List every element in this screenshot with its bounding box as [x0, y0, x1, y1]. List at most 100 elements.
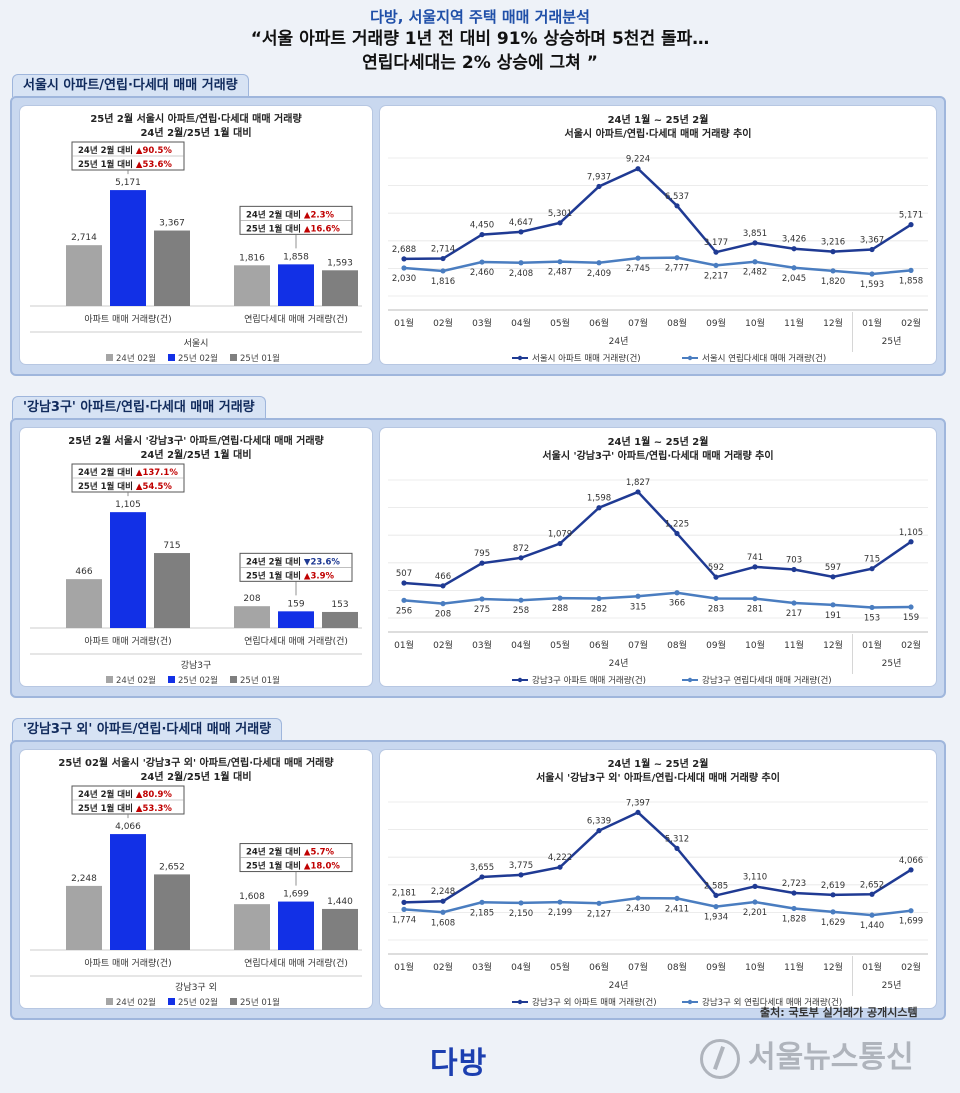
header: 다방, 서울지역 주택 매매 거래분석 “서울 아파트 거래량 1년 전 대비 … [0, 6, 960, 75]
data-label: 1,629 [821, 918, 845, 928]
data-label: 2,181 [392, 888, 416, 898]
data-point [869, 912, 875, 918]
bar-value-label: 1,699 [283, 890, 309, 900]
bar [278, 901, 314, 950]
year-label: 25년 [882, 336, 902, 347]
data-label: 1,774 [392, 915, 416, 925]
data-point [752, 899, 758, 905]
x-tick-label: 01월 [394, 317, 414, 329]
data-point [908, 267, 914, 273]
line-panel: 24년 1월 ~ 25년 2월 서울시 아파트/연립·다세대 매매 거래량 추이 0… [380, 106, 936, 364]
bar [234, 904, 270, 950]
data-label: 3,216 [821, 238, 845, 248]
data-point [830, 909, 836, 915]
data-label: 2,688 [392, 245, 416, 255]
callout-label: 25년 1월 대비 [246, 861, 304, 872]
x-tick-label: 02월 [433, 639, 453, 651]
data-point [752, 259, 758, 265]
data-point [518, 260, 524, 266]
bar-value-label: 159 [287, 599, 304, 609]
data-label: 1,858 [899, 276, 923, 286]
x-tick-label: 02월 [901, 639, 921, 651]
data-point [791, 890, 797, 896]
data-point [674, 255, 680, 261]
chart-title: 24년 1월 ~ 25년 2월 [608, 757, 709, 770]
legend-swatch [230, 676, 237, 683]
x-tick-label: 08월 [667, 317, 687, 329]
bar [110, 512, 146, 628]
category-label: 연립다세대 매매 거래량(건) [244, 957, 348, 969]
callout-value: ▲2.3% [304, 210, 335, 220]
bar [154, 230, 190, 306]
legend-swatch [168, 354, 175, 361]
section-box: 25년 2월 서울시 아파트/연립·다세대 매매 거래량 24년 2월/25년 1… [10, 96, 946, 376]
x-tick-label: 01월 [862, 961, 882, 973]
category-label: 아파트 매매 거래량(건) [84, 635, 171, 647]
callout-label: 25년 1월 대비 [246, 223, 304, 234]
bar [322, 908, 358, 950]
callout-line2: 25년 1월 대비 ▲53.3% [78, 803, 172, 814]
data-label: 1,598 [587, 494, 611, 504]
data-label: 283 [708, 604, 724, 614]
bar-value-label: 3,367 [159, 219, 185, 229]
bar-panel: 25년 02월 서울시 '강남3구 외' 아파트/연립·다세대 매매 거래량 24… [20, 750, 372, 1008]
bar-chart: 25년 02월 서울시 '강남3구 외' 아파트/연립·다세대 매매 거래량24… [30, 756, 362, 1008]
group-label: 서울시 [184, 338, 209, 349]
data-label: 2,723 [782, 879, 806, 889]
data-point [440, 583, 446, 589]
data-point [440, 909, 446, 915]
bar [278, 611, 314, 628]
chart-subtitle: 24년 2월/25년 1월 대비 [140, 448, 251, 461]
data-point [674, 530, 680, 537]
section-title: '강남3구 외' 아파트/연립·다세대 매매 거래량 [12, 718, 283, 741]
chart-title: 25년 02월 서울시 '강남3구 외' 아파트/연립·다세대 매매 거래량 [58, 756, 334, 769]
callout-value: ▲53.3% [136, 804, 173, 814]
data-point [401, 906, 407, 912]
data-point [908, 604, 914, 610]
data-point [674, 895, 680, 902]
year-label: 24년 [609, 658, 629, 669]
section-title: '강남3구' 아파트/연립·다세대 매매 거래량 [12, 396, 266, 419]
x-tick-label: 12월 [823, 639, 843, 651]
data-label: 2,127 [587, 909, 611, 919]
callout-line1: 24년 2월 대비 ▲90.5% [78, 145, 172, 156]
bar-value-label: 1,593 [327, 258, 353, 268]
header-subtitle: 다방, 서울지역 주택 매매 거래분석 [370, 8, 590, 26]
bar [234, 265, 270, 306]
data-label: 2,585 [704, 881, 728, 891]
header-title-line2: 연립다세대는 2% 상승에 그쳐 ” [362, 53, 598, 73]
legend-label: 서울시 연립다세대 매매 거래량(건) [702, 353, 826, 364]
data-label: 2,482 [743, 268, 767, 278]
x-tick-label: 12월 [823, 961, 843, 973]
data-point [518, 872, 524, 878]
callout-value: ▲18.0% [304, 862, 341, 872]
chart-subtitle: 24년 2월/25년 1월 대비 [140, 770, 251, 783]
data-point [479, 560, 485, 566]
data-point [713, 904, 719, 910]
data-label: 2,745 [626, 264, 650, 274]
legend-marker [517, 999, 523, 1005]
data-label: 288 [552, 604, 568, 614]
watermark-text: 서울뉴스통신 [748, 1040, 914, 1075]
chart-subtitle: 서울시 '강남3구' 아파트/연립·다세대 매매 거래량 추이 [542, 449, 773, 462]
data-label: 1,827 [626, 478, 650, 488]
legend-swatch [168, 676, 175, 683]
bar-value-label: 4,066 [115, 822, 141, 832]
data-point [635, 166, 641, 172]
data-label: 4,222 [548, 853, 572, 863]
legend-swatch [168, 998, 175, 1005]
watermark: 서울뉴스통신 [700, 1032, 914, 1079]
data-label: 2,030 [392, 274, 416, 284]
bar [154, 874, 190, 950]
data-point [908, 908, 914, 914]
x-tick-label: 07월 [628, 961, 648, 973]
callout-label: 25년 1월 대비 [246, 570, 304, 581]
data-label: 281 [747, 605, 763, 615]
data-label: 2,430 [626, 904, 650, 914]
data-point [479, 899, 485, 905]
data-label: 5,171 [899, 211, 923, 221]
data-point [596, 505, 602, 511]
data-point [479, 259, 485, 265]
data-label: 703 [786, 555, 802, 565]
x-tick-label: 02월 [433, 961, 453, 973]
